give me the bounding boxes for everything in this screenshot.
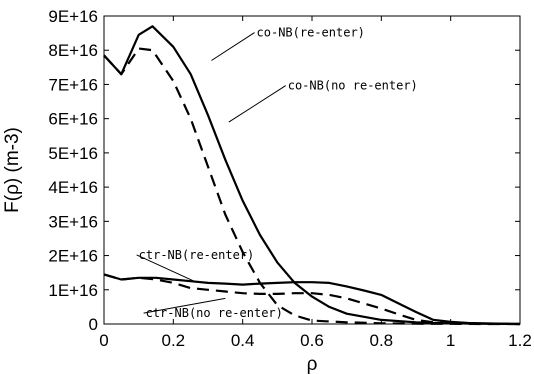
series-line-1 (103, 25, 521, 326)
y-tick-label: 4E+16 (48, 178, 98, 197)
series-lines (103, 25, 521, 326)
series-line-3 (103, 273, 521, 326)
x-tick-label: 0 (99, 331, 108, 350)
y-tick-label: 2E+16 (48, 247, 98, 266)
y-tick-label: 9E+16 (48, 7, 98, 26)
y-tick-label: 0 (89, 315, 98, 334)
x-tick-label: 0.8 (370, 331, 394, 350)
annotation-leader-line (211, 32, 255, 61)
annotation-leader-line (228, 85, 287, 123)
annotation-leader-line (143, 297, 226, 314)
annotation-label-4: ctr-NB(no re-enter) (146, 306, 283, 320)
y-tick-label: 1E+16 (48, 281, 98, 300)
y-tick-labels: 0 1E+16 2E+16 3E+16 4E+16 5E+16 6E+16 7E+16 8E+1… (48, 7, 98, 334)
x-axis-label: ρ (307, 354, 318, 374)
x-tick-label: 0.2 (162, 331, 186, 350)
y-tick-label: 6E+16 (48, 110, 98, 129)
y-tick-label: 3E+16 (48, 212, 98, 231)
x-tick-label: 1.2 (508, 331, 532, 350)
annotation-label-2: co-NB(no re-enter) (288, 79, 418, 93)
y-tick-label: 8E+16 (48, 41, 98, 60)
annotation-leader-line (136, 254, 195, 282)
x-tick-labels: 0 0.2 0.4 0.6 0.8 1 1.2 (99, 331, 532, 350)
y-tick-label: 7E+16 (48, 75, 98, 94)
annotation-label-1: co-NB(re-enter) (257, 26, 365, 40)
annotations: co-NB(re-enter) co-NB(no re-enter) ctr-NB(… (136, 26, 418, 320)
series-line-4 (103, 273, 521, 326)
x-tick-label: 0.4 (231, 331, 255, 350)
annotation-label-3: ctr-NB(re-enter) (139, 248, 255, 262)
y-axis-label: F(ρ) (m-3) (2, 127, 23, 213)
y-tick-label: 5E+16 (48, 144, 98, 163)
x-tick-label: 0.6 (300, 331, 324, 350)
x-tick-label: 1 (446, 331, 455, 350)
